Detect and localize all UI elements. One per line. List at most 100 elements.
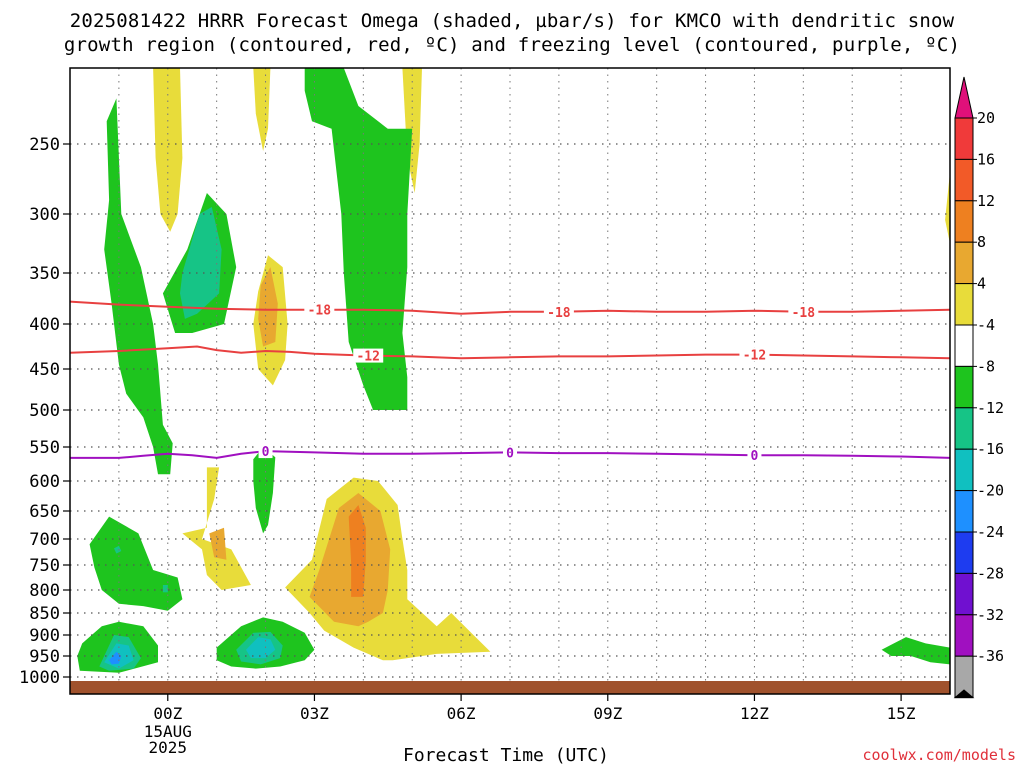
- colorbar-label-4: 4: [977, 275, 986, 293]
- contour-label-bg-1-0: [353, 348, 384, 363]
- colorbar-bin-12: [954, 614, 974, 657]
- omega-shaded-regions: [77, 68, 950, 673]
- colorbar-label-7: -12: [977, 399, 1004, 417]
- dendritic-contour-1: [70, 345, 950, 360]
- colorbar-bin-2: [954, 200, 974, 243]
- omega-region-3: [945, 172, 950, 244]
- colorbar-bin-11: [954, 572, 974, 616]
- x-tick-label-15Z: 15Z: [887, 704, 916, 723]
- y-tick-label-850: 850: [29, 604, 60, 624]
- x-tick-label-00Z: 00Z: [153, 704, 182, 723]
- omega-region-11: [104, 98, 173, 475]
- y-tick-label-1000: 1000: [19, 668, 60, 688]
- omega-region-0: [153, 68, 183, 232]
- omega-region-7: [209, 527, 227, 560]
- colorbar-label-2: 12: [977, 192, 995, 210]
- plot-grid: [70, 68, 950, 681]
- contour-label-1-1: -12: [743, 349, 766, 364]
- contour-label-2-0: 0: [262, 445, 270, 460]
- omega-region-10: [348, 505, 366, 597]
- ground-surface: [70, 681, 950, 694]
- contour-label-bg-0-2: [788, 304, 819, 319]
- colorbar-bin-3: [954, 241, 974, 285]
- y-tick-label-400: 400: [29, 315, 60, 335]
- x-tick-label-12Z: 12Z: [740, 704, 769, 723]
- contour-label-bg-2-1: [503, 445, 517, 460]
- omega-region-8: [258, 267, 278, 347]
- y-tick-label-650: 650: [29, 502, 60, 522]
- contour-label-0-2: -18: [792, 306, 816, 321]
- colorbar-label-6: -8: [977, 357, 995, 375]
- chart-title-line-1: 2025081422 HRRR Forecast Omega (shaded, …: [69, 10, 955, 32]
- colorbar-bottom-arrow: [953, 689, 975, 699]
- colorbar: 20 16 12 8 4 -4 -8 -12 -16 -20 -24 -28 -32 -36: [953, 76, 1004, 699]
- y-tick-label-450: 450: [29, 360, 60, 380]
- y-tick-label-500: 500: [29, 401, 60, 421]
- contour-label-bg-0-0: [304, 302, 335, 317]
- x-tick-sublabel-00Z-0: 15AUG: [144, 722, 192, 741]
- omega-region-15: [89, 516, 183, 611]
- omega-region-5: [182, 467, 251, 590]
- colorbar-label-9: -20: [977, 482, 1004, 500]
- omega-region-25: [114, 545, 122, 554]
- colorbar-label-5: -4: [977, 316, 995, 334]
- contour-label-bg-2-0: [258, 444, 273, 459]
- contour-label-1-0: -12: [356, 350, 379, 365]
- colorbar-bin-9: [954, 490, 974, 533]
- y-tick-label-800: 800: [29, 581, 60, 601]
- y-axis-ticks: 2503003504004505005506006507007508008509…: [19, 135, 70, 688]
- omega-region-24: [109, 651, 122, 665]
- temperature-contours: -18 -18 -18 -12 -12 0 0 0: [70, 300, 950, 464]
- omega-region-1: [253, 68, 271, 151]
- y-tick-label-950: 950: [29, 647, 60, 667]
- y-tick-label-600: 600: [29, 472, 60, 492]
- contour-label-bg-0-1: [543, 304, 574, 319]
- ground-band: [70, 681, 950, 694]
- x-tick-label-03Z: 03Z: [300, 704, 329, 723]
- omega-region-23: [246, 637, 276, 659]
- x-tick-label-09Z: 09Z: [593, 704, 622, 723]
- omega-region-18: [881, 637, 950, 665]
- y-tick-label-700: 700: [29, 530, 60, 550]
- colorbar-label-11: -28: [977, 564, 1004, 582]
- contour-label-bg-1-1: [739, 347, 770, 362]
- contour-label-0-0: -18: [308, 304, 332, 319]
- colorbar-label-13: -36: [977, 647, 1004, 665]
- omega-region-2: [402, 68, 422, 193]
- contour-label-0-1: -18: [547, 306, 571, 321]
- x-tick-sublabel-00Z-1: 2025: [149, 738, 188, 757]
- y-tick-label-300: 300: [29, 205, 60, 225]
- colorbar-bin-6: [954, 365, 974, 409]
- colorbar-bin-1: [954, 158, 974, 202]
- omega-region-26: [162, 585, 168, 593]
- y-tick-label-750: 750: [29, 556, 60, 576]
- colorbar-label-8: -16: [977, 440, 1004, 458]
- colorbar-label-0: 20: [977, 109, 995, 127]
- colorbar-label-10: -24: [977, 523, 1004, 541]
- colorbar-bin-7: [954, 407, 974, 450]
- x-tick-label-06Z: 06Z: [447, 704, 476, 723]
- omega-region-19: [180, 207, 222, 319]
- contour-label-2-1: 0: [506, 446, 514, 461]
- contour-label-bg-2-2: [747, 448, 762, 463]
- omega-region-14: [253, 447, 276, 534]
- y-tick-label-350: 350: [29, 264, 60, 284]
- y-tick-label-550: 550: [29, 438, 60, 458]
- colorbar-bin-0: [954, 117, 974, 160]
- colorbar-bin-8: [954, 448, 974, 492]
- omega-region-9: [309, 493, 391, 627]
- colorbar-top-arrow: [954, 76, 974, 119]
- watermark: coolwx.com/models: [862, 746, 1016, 764]
- freezing-contour-2: [70, 450, 950, 459]
- plot-frame: [69, 67, 951, 695]
- colorbar-bin-4: [954, 283, 974, 326]
- contour-label-2-2: 0: [751, 449, 759, 464]
- colorbar-bin-10: [954, 531, 974, 574]
- colorbar-label-12: -32: [977, 606, 1004, 624]
- colorbar-label-1: 16: [977, 150, 995, 168]
- colorbar-label-3: 8: [977, 233, 986, 251]
- x-axis-label: Forecast Time (UTC): [403, 745, 609, 766]
- colorbar-bin-5: [954, 324, 974, 367]
